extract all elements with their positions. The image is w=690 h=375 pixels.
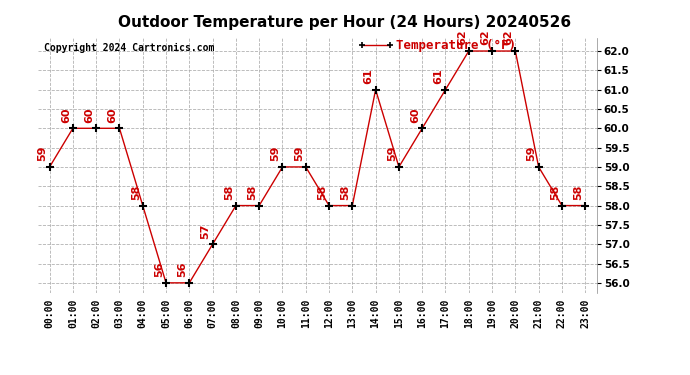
Temperature (°F) xyxy=(69,126,77,130)
Text: 58: 58 xyxy=(224,184,234,200)
Text: Outdoor Temperature per Hour (24 Hours) 20240526: Outdoor Temperature per Hour (24 Hours) … xyxy=(119,15,571,30)
Temperature (°F) xyxy=(302,165,310,169)
Temperature (°F) xyxy=(185,280,193,285)
Text: 59: 59 xyxy=(270,146,281,161)
Temperature (°F) xyxy=(395,165,403,169)
Text: 58: 58 xyxy=(573,184,583,200)
Text: Copyright 2024 Cartronics.com: Copyright 2024 Cartronics.com xyxy=(43,43,214,52)
Text: 59: 59 xyxy=(38,146,48,161)
Text: 60: 60 xyxy=(411,107,420,123)
Text: 60: 60 xyxy=(61,107,71,123)
Temperature (°F) xyxy=(92,126,100,130)
Text: 59: 59 xyxy=(387,146,397,161)
Temperature (°F) xyxy=(325,203,333,208)
Temperature (°F) xyxy=(46,165,54,169)
Temperature (°F) xyxy=(162,280,170,285)
Temperature (°F) xyxy=(348,203,357,208)
Temperature (°F) xyxy=(232,203,240,208)
Text: 57: 57 xyxy=(201,223,210,238)
Text: 58: 58 xyxy=(131,184,141,200)
Temperature (°F) xyxy=(115,126,124,130)
Temperature (°F) xyxy=(535,165,543,169)
Temperature (°F) xyxy=(278,165,286,169)
Temperature (°F) xyxy=(581,203,589,208)
Text: Temperature (°F): Temperature (°F) xyxy=(395,39,515,52)
Line: Temperature (°F): Temperature (°F) xyxy=(46,47,589,287)
Text: 62: 62 xyxy=(457,30,467,45)
Text: 58: 58 xyxy=(340,184,351,200)
Text: 62: 62 xyxy=(504,30,513,45)
Temperature (°F) xyxy=(442,87,450,92)
Text: 58: 58 xyxy=(550,184,560,200)
Temperature (°F) xyxy=(371,87,380,92)
Temperature (°F) xyxy=(558,203,566,208)
Text: 58: 58 xyxy=(247,184,257,200)
Text: 58: 58 xyxy=(317,184,327,200)
Text: 59: 59 xyxy=(526,146,537,161)
Temperature (°F) xyxy=(139,203,147,208)
Temperature (°F) xyxy=(255,203,264,208)
Text: 62: 62 xyxy=(480,30,490,45)
Text: 60: 60 xyxy=(84,107,95,123)
Temperature (°F) xyxy=(511,49,520,53)
Text: 60: 60 xyxy=(108,107,117,123)
Temperature (°F) xyxy=(208,242,217,246)
Text: 56: 56 xyxy=(154,262,164,277)
Text: 61: 61 xyxy=(433,69,444,84)
Temperature (°F) xyxy=(488,49,496,53)
Temperature (°F) xyxy=(418,126,426,130)
Text: 61: 61 xyxy=(364,69,374,84)
Temperature (°F) xyxy=(464,49,473,53)
Text: 56: 56 xyxy=(177,262,188,277)
Text: 59: 59 xyxy=(294,146,304,161)
